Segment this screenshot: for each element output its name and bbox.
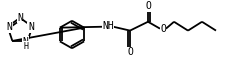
Text: H: H [23, 42, 28, 51]
Text: N: N [28, 22, 34, 32]
Text: N: N [23, 37, 28, 47]
Text: NH: NH [102, 21, 113, 31]
Text: O: O [144, 1, 150, 11]
Text: N: N [6, 22, 12, 32]
Text: O: O [159, 24, 165, 34]
Text: O: O [126, 47, 132, 57]
Text: N: N [17, 13, 23, 23]
